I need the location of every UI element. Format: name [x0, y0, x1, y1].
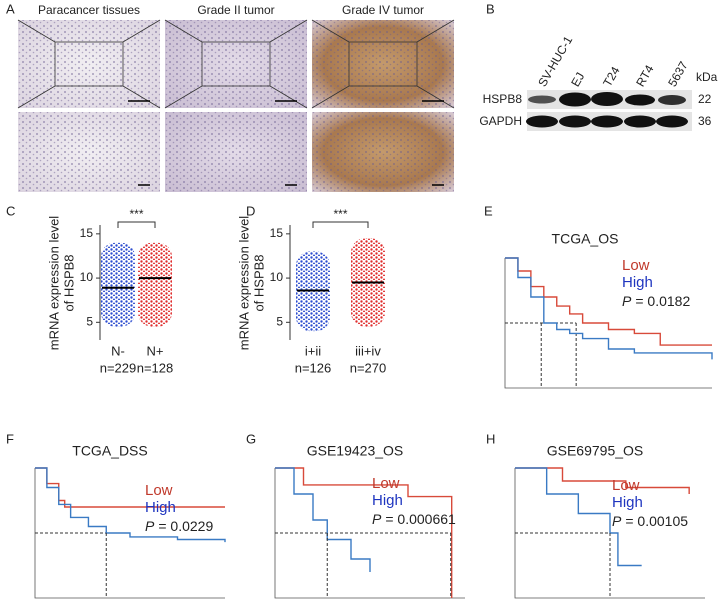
y-tick-label: 5 — [86, 314, 93, 328]
axes — [514, 468, 705, 599]
column-header: Grade II tumor — [197, 3, 274, 17]
panel-label: D — [246, 203, 255, 218]
lane-label: RT4 — [633, 62, 657, 89]
legend-label: Low — [372, 475, 400, 492]
panel-label: E — [484, 203, 493, 218]
group-label: i+ii — [305, 343, 321, 358]
tissue-texture — [312, 20, 454, 108]
group-label: N+ — [147, 343, 164, 358]
p-number: = 0.00105 — [625, 513, 688, 529]
group-label: N- — [111, 343, 125, 358]
tissue-texture — [165, 20, 307, 108]
y-axis-label: of HSPB8 — [61, 254, 76, 311]
panel-label: C — [6, 203, 15, 218]
survival-curve — [515, 467, 642, 567]
significance-bracket — [312, 221, 369, 228]
zoom-boxes — [17, 19, 455, 109]
legend-label: High — [622, 274, 653, 291]
y-axis-label: of HSPB8 — [251, 254, 266, 311]
scale-bars — [128, 100, 444, 186]
y-axis-label: mRNA expression level — [236, 216, 251, 350]
protein-label: HSPB8 — [483, 92, 523, 106]
plot-title: TCGA_DSS — [72, 443, 147, 459]
p-symbol: P — [612, 513, 622, 529]
plot-title: TCGA_OS — [552, 231, 619, 247]
panel-label: H — [486, 431, 495, 446]
significance-bracket — [117, 221, 156, 228]
legend-label: Low — [145, 482, 173, 499]
lane-label: 5637 — [665, 59, 691, 89]
y-tick-label: 15 — [270, 226, 284, 240]
tissue-texture — [312, 112, 454, 192]
size-label: 36 — [698, 114, 712, 128]
y-tick-label: 15 — [80, 226, 94, 240]
legend-label: High — [372, 492, 403, 509]
survival-curve — [35, 467, 225, 508]
survival-curve — [275, 467, 371, 572]
unit-label: kDa — [696, 70, 718, 84]
column-header: Grade IV tumor — [342, 3, 424, 17]
tissue-texture — [18, 112, 160, 192]
plot-title: GSE19423_OS — [307, 443, 404, 459]
p-symbol: P — [145, 518, 155, 534]
dot-cloud — [101, 242, 135, 327]
protein-label: GAPDH — [479, 114, 522, 128]
size-label: 22 — [698, 92, 712, 106]
p-value: P = 0.0229 — [145, 518, 213, 534]
legend-label: Low — [612, 477, 640, 494]
p-symbol: P — [372, 511, 382, 527]
p-value: P = 0.0182 — [622, 293, 690, 309]
panel-label: G — [246, 431, 256, 446]
y-tick-label: 10 — [80, 270, 94, 284]
axes — [274, 468, 465, 599]
survival-curve — [515, 467, 690, 494]
p-value: P = 0.00105 — [612, 513, 688, 529]
p-value: P = 0.000661 — [372, 511, 456, 527]
column-header: Paracancer tissues — [38, 3, 140, 17]
survival-curve — [35, 467, 226, 543]
p-number: = 0.0182 — [635, 293, 690, 309]
lane-label: T24 — [600, 64, 623, 89]
n-label: n=126 — [295, 360, 332, 375]
histology — [17, 19, 455, 192]
tissue-texture — [18, 20, 160, 108]
tissue-texture — [165, 112, 307, 192]
western-blot — [526, 90, 692, 131]
survival-curve — [505, 257, 713, 360]
y-axis-label: mRNA expression level — [46, 216, 61, 350]
significance: *** — [333, 207, 347, 221]
panel-label: F — [6, 431, 14, 446]
dot-cloud — [138, 242, 172, 327]
n-label: n=229 — [100, 360, 137, 375]
panel-label: B — [486, 1, 495, 16]
legend-label: High — [612, 494, 643, 511]
y-tick-label: 10 — [270, 270, 284, 284]
legend-label: Low — [622, 257, 650, 274]
group-label: iii+iv — [355, 343, 381, 358]
axes — [504, 258, 712, 389]
axes — [34, 468, 225, 599]
survival-curve — [275, 467, 453, 598]
plot-title: GSE69795_OS — [547, 443, 644, 459]
n-label: n=270 — [350, 360, 387, 375]
survival-curve — [505, 257, 712, 346]
p-symbol: P — [622, 293, 632, 309]
p-number: = 0.0229 — [158, 518, 213, 534]
y-tick-label: 5 — [276, 314, 283, 328]
legend-label: High — [145, 499, 176, 516]
blot-bands — [526, 92, 688, 128]
lane-label: EJ — [568, 70, 587, 89]
n-label: n=128 — [137, 360, 174, 375]
panel-label: A — [6, 1, 15, 16]
p-number: = 0.000661 — [385, 511, 456, 527]
significance: *** — [129, 207, 143, 221]
